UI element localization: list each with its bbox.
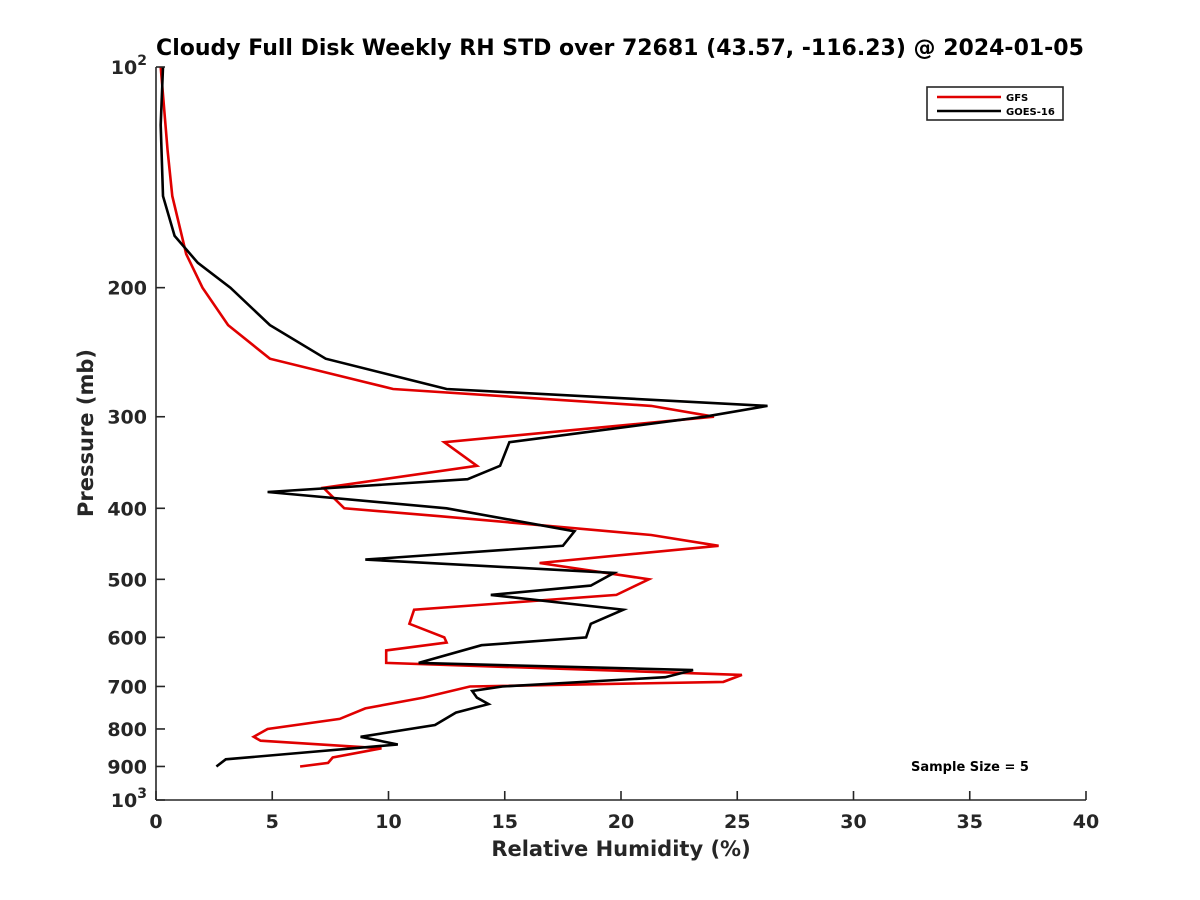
legend-label-gfs: GFS <box>1006 93 1028 104</box>
y-tick-label: 400 <box>107 498 147 520</box>
y-ticks: 102 200 300 400 500 600 700 800 900 103 <box>107 53 165 812</box>
y-tick-label: 103 <box>111 786 147 812</box>
x-tick-label: 20 <box>608 811 634 833</box>
y-tick-label: 600 <box>107 627 147 649</box>
y-axis-label: Pressure (mb) <box>74 349 98 517</box>
series-line-gfs <box>159 66 743 768</box>
x-tick-label: 10 <box>375 811 401 833</box>
x-tick-label: 40 <box>1073 811 1099 833</box>
x-ticks: 0 5 10 15 20 25 30 35 40 <box>149 791 1099 833</box>
sample-size-annotation: Sample Size = 5 <box>911 760 1029 775</box>
plot-lines <box>159 66 768 768</box>
axes <box>155 67 1086 801</box>
series-line-goes-16 <box>159 66 768 768</box>
y-tick-label: 700 <box>107 676 147 698</box>
legend-label-goes-16: GOES-16 <box>1006 107 1055 118</box>
legend-box <box>926 86 1064 121</box>
y-tick-label: 500 <box>107 569 147 591</box>
x-tick-label: 15 <box>492 811 518 833</box>
x-tick-label: 30 <box>840 811 866 833</box>
x-axis-label: Relative Humidity (%) <box>491 837 750 861</box>
x-tick-label: 35 <box>957 811 983 833</box>
x-tick-label: 0 <box>149 811 162 833</box>
chart-title: Cloudy Full Disk Weekly RH STD over 7268… <box>156 36 1084 61</box>
y-tick-label: 900 <box>107 756 147 778</box>
y-tick-label: 300 <box>107 407 147 429</box>
y-tick-label: 200 <box>107 278 147 300</box>
y-tick-label: 102 <box>111 53 147 79</box>
legend: GFS GOES-16 <box>926 86 1064 121</box>
y-tick-label: 800 <box>107 719 147 741</box>
x-tick-label: 25 <box>724 811 750 833</box>
x-tick-label: 5 <box>266 811 279 833</box>
